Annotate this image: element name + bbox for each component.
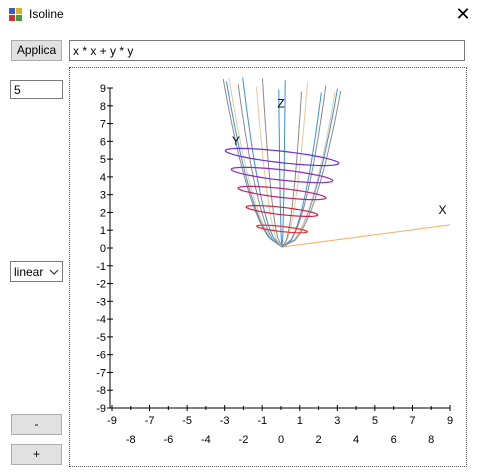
isoline-level-1 bbox=[256, 224, 308, 234]
x-tick-label: -1 bbox=[257, 415, 267, 427]
surface-meridian-line bbox=[281, 91, 302, 248]
x-tick-label: 7 bbox=[409, 415, 415, 427]
surface-meridian-line bbox=[237, 84, 283, 248]
isoline-level-5 bbox=[224, 147, 340, 167]
z-axis-name: Z bbox=[277, 97, 284, 111]
surface-meridian-line bbox=[281, 92, 322, 248]
x-tick-label: -8 bbox=[126, 434, 136, 446]
y-tick-label: -8 bbox=[96, 385, 106, 397]
y-axis-name: Y bbox=[232, 134, 240, 148]
isoline-level-3 bbox=[237, 185, 327, 201]
surface-meridian-line bbox=[242, 77, 283, 248]
x-tick-label: 0 bbox=[278, 434, 284, 446]
chevron-down-icon bbox=[49, 269, 59, 275]
zoom-in-button[interactable]: + bbox=[11, 444, 62, 465]
plot-panel[interactable]: 9 8 7 6 5 4 3 2 1 0 -1 -2 -3 -4 -5 -6 -7 -8 -9 -9 -7 -5 -3 -1 1 3… bbox=[69, 67, 467, 467]
y-tick-label: -2 bbox=[96, 279, 106, 291]
surface-meridian-line bbox=[281, 92, 336, 248]
scale-select[interactable]: linear bbox=[10, 261, 63, 282]
y-tick-label: -7 bbox=[96, 367, 106, 379]
title-bar: Isoline ✕ bbox=[0, 0, 478, 30]
y-tick-label: 6 bbox=[100, 136, 106, 148]
x-tick-label: 5 bbox=[372, 415, 378, 427]
y-tick-label: 4 bbox=[100, 172, 106, 184]
y-tick-label: 3 bbox=[100, 190, 106, 202]
x-tick-label: 4 bbox=[353, 434, 359, 446]
x-tick-label: -2 bbox=[239, 434, 249, 446]
x-3d-axis-line bbox=[281, 224, 451, 248]
window-title: Isoline bbox=[29, 7, 64, 21]
y-tick-label: -3 bbox=[96, 296, 106, 308]
x-tick-label: -3 bbox=[220, 415, 230, 427]
x-tick-label: 3 bbox=[334, 415, 340, 427]
y-tick-label: -6 bbox=[96, 350, 106, 362]
y-tick-label: 0 bbox=[100, 243, 106, 255]
surface-meridian-line bbox=[222, 79, 283, 248]
x-tick-label: -9 bbox=[107, 415, 117, 427]
x-tick-label: 6 bbox=[391, 434, 397, 446]
surface-meridian-line bbox=[281, 85, 327, 248]
y-tick-label: -4 bbox=[96, 314, 106, 326]
isoline-level-2 bbox=[245, 205, 319, 217]
levels-input[interactable] bbox=[10, 80, 63, 99]
apply-button[interactable]: Applica bbox=[11, 40, 62, 61]
zoom-out-button[interactable]: - bbox=[11, 414, 62, 435]
y-tick-label: -9 bbox=[96, 403, 106, 415]
x-tick-label: -5 bbox=[182, 415, 192, 427]
surface-meridian-line bbox=[228, 77, 283, 248]
formula-input[interactable] bbox=[69, 40, 465, 61]
x-tick-label: 9 bbox=[447, 415, 453, 427]
y-tick-label: -1 bbox=[96, 261, 106, 273]
y-tick-label: -5 bbox=[96, 332, 106, 344]
y-tick-label: 8 bbox=[100, 101, 106, 113]
x-tick-label: -4 bbox=[201, 434, 211, 446]
x-tick-label: -7 bbox=[145, 415, 155, 427]
app-window-icon bbox=[9, 8, 22, 21]
isoline-level-4 bbox=[230, 166, 334, 184]
surface-meridian-line bbox=[256, 87, 283, 248]
x-axis-name: X bbox=[438, 203, 446, 217]
x-tick-label: 8 bbox=[428, 434, 434, 446]
surface-meridian-line bbox=[281, 90, 342, 248]
y-tick-label: 9 bbox=[100, 83, 106, 95]
y-tick-label: 2 bbox=[100, 207, 106, 219]
x-tick-label: 1 bbox=[297, 415, 303, 427]
y-tick-label: 7 bbox=[100, 119, 106, 131]
y-tick-label: 1 bbox=[100, 225, 106, 237]
scale-select-value: linear bbox=[14, 265, 44, 279]
x-tick-label: 2 bbox=[315, 434, 321, 446]
surface-meridian-line bbox=[278, 89, 283, 248]
surface-meridian-line bbox=[226, 81, 283, 248]
y-tick-label: 5 bbox=[100, 154, 106, 166]
close-button[interactable]: ✕ bbox=[455, 4, 471, 24]
x-tick-label: -6 bbox=[163, 434, 173, 446]
